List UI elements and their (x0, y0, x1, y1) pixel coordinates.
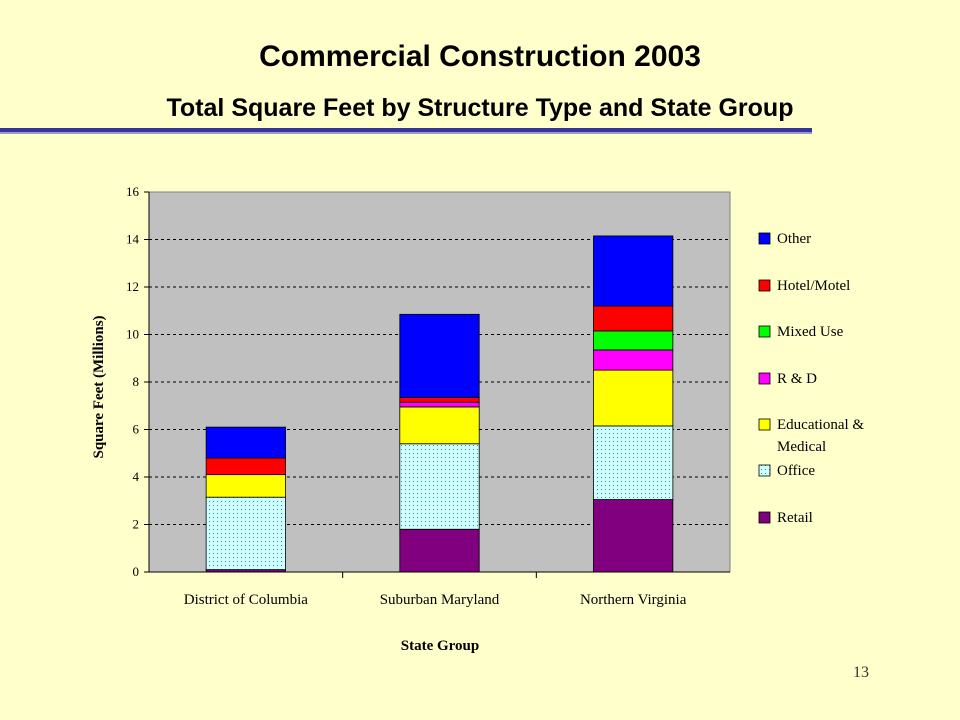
y-tick-label: 2 (133, 517, 140, 532)
x-axis-label: State Group (401, 638, 479, 654)
legend-label: Retail (777, 510, 813, 526)
bar-segment (593, 425, 674, 500)
page-number: 13 (853, 664, 869, 681)
bar-segment (399, 397, 480, 403)
bars (205, 235, 674, 573)
y-tick-label: 14 (126, 232, 140, 247)
bar-segment (593, 369, 674, 427)
legend-swatch (758, 279, 771, 292)
bar-segment (399, 443, 480, 530)
bar-segment (593, 235, 674, 307)
bar-segment (399, 528, 480, 573)
bar-segment (593, 349, 674, 371)
bar-segment (205, 474, 286, 498)
slide-subtitle: Total Square Feet by Structure Type and … (166, 94, 794, 122)
bar-segment (593, 499, 674, 573)
legend-label: R & D (777, 371, 817, 387)
legend-swatch (758, 511, 771, 524)
legend-label: Other (777, 231, 811, 247)
legend-label: Mixed Use (777, 324, 844, 340)
bar-segment (205, 457, 286, 476)
bar-segment (399, 401, 480, 408)
x-tick-label: District of Columbia (184, 592, 308, 608)
y-tick-label: 12 (126, 279, 139, 294)
legend-label: Educational & (777, 417, 864, 433)
y-tick-label: 8 (133, 374, 140, 389)
y-tick-label: 6 (133, 422, 140, 437)
bar-segment (593, 330, 674, 351)
y-tick-label: 16 (126, 184, 140, 199)
legend-swatch (758, 325, 771, 338)
slide-title: Commercial Construction 2003 (259, 40, 701, 73)
y-tick-label: 4 (133, 469, 140, 484)
legend: Other Hotel/Motel Mixed Use R & D Educationa… (758, 231, 864, 526)
bar-segment (205, 426, 286, 459)
title-underline (0, 128, 812, 132)
bar-segment (399, 406, 480, 445)
x-tick-label: Suburban Maryland (380, 592, 500, 608)
bar-segment (205, 496, 286, 571)
bar-segment (399, 313, 480, 398)
legend-swatch (758, 232, 771, 245)
axes: 0 2 4 6 8 10 12 14 16 District of Columbia Suburba… (126, 184, 730, 608)
y-tick-label: 0 (133, 564, 140, 579)
legend-swatch (758, 464, 771, 477)
legend-swatch (758, 372, 771, 385)
bar-segment (593, 305, 674, 332)
legend-label: Hotel/Motel (777, 278, 850, 294)
x-tick-label: Northern Virginia (580, 592, 687, 608)
y-axis-label: Square Feet (Millions) (91, 315, 107, 458)
legend-label: Office (777, 463, 815, 479)
legend-swatch (758, 418, 771, 431)
y-tick-label: 10 (126, 327, 139, 342)
legend-label: Medical (777, 439, 826, 455)
